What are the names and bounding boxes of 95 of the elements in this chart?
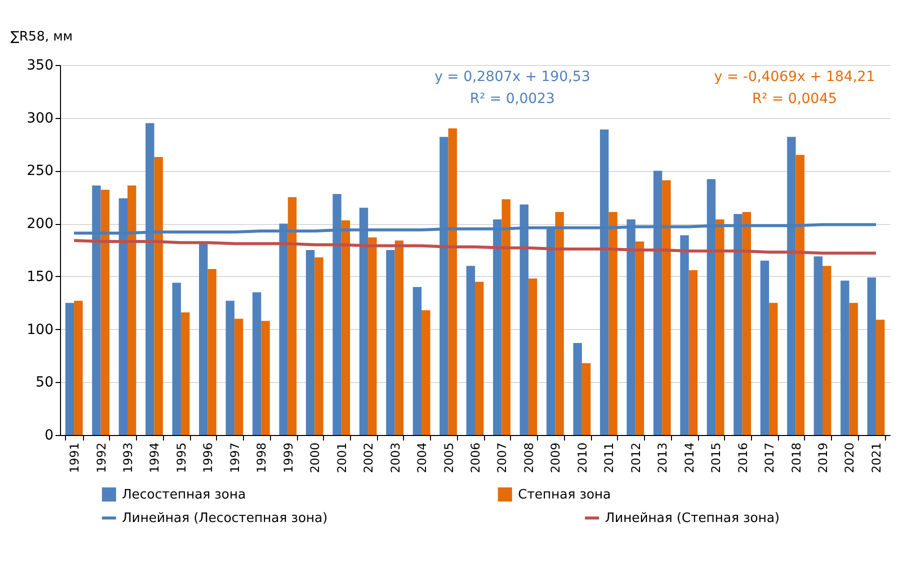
bar <box>226 300 234 435</box>
legend-label: Степная зона <box>518 487 611 502</box>
annotation: y = -0,4069x + 184,21 <box>714 69 875 85</box>
bar <box>261 320 270 435</box>
bar <box>662 180 671 435</box>
x-tick-label: 2006 <box>468 442 482 474</box>
bar <box>208 269 216 435</box>
bar <box>100 190 110 435</box>
bar <box>876 320 885 435</box>
x-tick-label: 2013 <box>656 442 670 474</box>
y-tick-label: 250 <box>26 163 54 180</box>
x-tick-label: 2018 <box>789 442 804 474</box>
y-tick-label: 350 <box>26 58 54 74</box>
bar <box>716 219 724 435</box>
bar <box>796 154 804 435</box>
bar <box>154 156 163 435</box>
bar <box>635 242 644 435</box>
bar <box>608 212 618 435</box>
bar <box>412 287 422 435</box>
x-tick-label: 1996 <box>201 442 216 474</box>
x-tick-label: 2000 <box>308 442 322 474</box>
x-tick-label: 1998 <box>254 442 269 474</box>
bar <box>386 250 395 435</box>
bar <box>199 244 208 435</box>
bar <box>867 277 876 435</box>
bar <box>680 235 689 435</box>
annotation: R² = 0,0045 <box>752 91 838 107</box>
y-tick-label: 50 <box>36 374 54 391</box>
bar <box>341 220 350 435</box>
bar <box>252 292 262 435</box>
x-tick-label: 2007 <box>495 442 510 474</box>
bar <box>814 256 823 435</box>
x-tick-label: 1994 <box>148 442 162 474</box>
x-tick-label: 2008 <box>522 442 536 474</box>
x-tick-label: 1997 <box>228 442 242 474</box>
y-axis-title: ∑R58, мм <box>10 30 73 44</box>
bar <box>368 237 377 435</box>
bar <box>760 260 770 435</box>
bar <box>769 302 778 435</box>
bar <box>475 282 484 435</box>
y-tick-label: 200 <box>26 216 54 232</box>
bar <box>65 302 74 435</box>
x-tick-label: 2005 <box>442 442 456 474</box>
annotation: R² = 0,0023 <box>470 91 555 107</box>
annotation: y = 0,2807x + 190,53 <box>434 69 590 85</box>
x-tick-label: 2001 <box>334 442 349 474</box>
bar <box>172 282 181 435</box>
bar <box>573 343 582 435</box>
bar <box>394 240 404 435</box>
bar <box>582 363 591 435</box>
bar <box>234 318 244 435</box>
bar <box>288 197 297 435</box>
bar <box>528 278 538 435</box>
x-tick-label: 2019 <box>816 442 830 474</box>
bar <box>840 280 850 435</box>
x-tick-label: 2011 <box>602 442 616 474</box>
y-tick-label: 150 <box>26 268 54 285</box>
line-series <box>72 238 878 255</box>
bar <box>849 302 858 435</box>
x-tick-label: 2021 <box>869 442 884 474</box>
bar <box>822 266 832 435</box>
y-tick-label: 100 <box>26 322 54 338</box>
bar <box>314 257 324 435</box>
x-tick-label: 2004 <box>415 442 430 474</box>
bar <box>466 266 475 435</box>
x-tick-label: 2015 <box>709 442 724 474</box>
bar <box>555 212 564 435</box>
x-tick-label: 2014 <box>682 442 696 474</box>
x-tick-label: 1999 <box>281 442 296 474</box>
x-tick-label: 2012 <box>628 442 643 474</box>
x-tick-label: 1991 <box>68 442 82 474</box>
legend-label: Линейная (Степная зона) <box>605 511 780 526</box>
x-tick-label: 2017 <box>762 442 777 474</box>
bar <box>422 310 430 435</box>
bar <box>502 199 510 435</box>
x-tick-label: 2016 <box>736 442 750 474</box>
y-tick-label: 300 <box>26 110 54 126</box>
bar <box>688 270 698 435</box>
x-tick-label: 1992 <box>94 442 108 474</box>
legend-label: Линейная (Лесостепная зона) <box>122 511 328 526</box>
x-tick-label: 2002 <box>362 442 376 474</box>
legend-label: Лесостепная зона <box>122 487 246 502</box>
x-tick-label: 2020 <box>842 442 857 474</box>
y-tick-label: 0 <box>44 428 54 444</box>
x-tick-label: 2010 <box>575 442 590 474</box>
bar <box>127 186 136 435</box>
bar <box>74 300 83 435</box>
x-tick-label: 2009 <box>548 442 563 474</box>
x-tick-label: 2003 <box>388 442 402 474</box>
x-tick-label: 1993 <box>120 442 135 474</box>
x-tick-label: 1995 <box>174 442 188 474</box>
bar <box>180 312 190 435</box>
bar <box>448 128 457 435</box>
bar <box>306 250 315 435</box>
bar <box>742 212 751 435</box>
